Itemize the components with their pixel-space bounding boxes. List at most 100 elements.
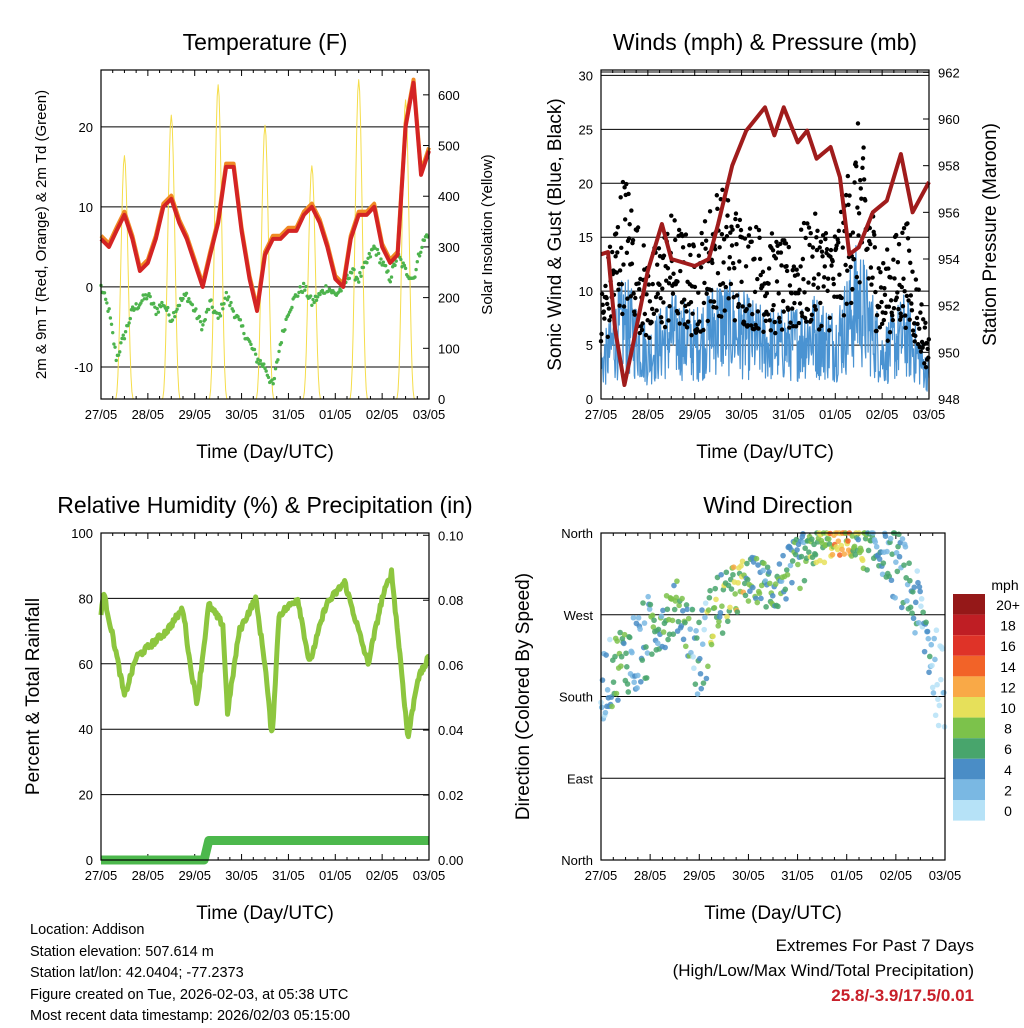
gust-point [794,267,799,272]
direction-point [787,562,794,569]
dewpoint-point [420,245,424,250]
dewpoint-point [316,295,320,299]
gust-point [860,156,866,161]
gust-point [656,246,662,251]
gust-point [636,281,641,286]
direction-point [702,614,708,621]
gust-point [666,318,671,323]
direction-point [896,553,903,560]
dewpoint-point [173,314,177,319]
gust-point [823,236,828,242]
dewpoint-point [224,290,229,295]
gust-point [805,307,811,312]
dewpoint-point [320,288,325,293]
dewpoint-point [253,352,258,356]
dewpoint-point [388,280,393,284]
x-tick-label: 03/05 [413,868,446,883]
direction-point [682,619,688,626]
chart-wind-direction: Wind Direction Time (Day/UTC) Direction (C… [513,492,961,924]
y2-tick-label: 948 [938,392,960,407]
direction-point [809,536,815,542]
direction-point [761,560,767,567]
x-tick-label: 27/05 [85,868,118,883]
gust-point [605,334,610,340]
direction-point [938,676,944,683]
plot-area [598,530,948,730]
gust-point [715,206,720,212]
gust-point [700,241,705,247]
dewpoint-point [379,257,383,261]
y2-tick-label: 952 [938,299,960,314]
gust-point [632,312,637,317]
gust-point [757,235,762,241]
dewpoint-point [109,322,114,327]
gust-point [733,211,739,216]
dewpoint-point [140,299,144,303]
gust-point [624,181,629,187]
direction-point [793,536,800,543]
direction-point [711,604,718,611]
gust-point [621,262,626,267]
y2-tick-label: 0.02 [438,788,463,803]
gust-point [641,243,646,248]
gust-point [643,332,649,338]
gust-point [755,309,761,314]
gust-point [717,245,722,250]
direction-point [662,644,668,651]
x-tick-label: 29/05 [683,868,716,883]
x-tick-label: 29/05 [178,407,211,422]
gust-point [800,256,806,262]
gust-point [806,280,811,285]
gust-point [619,282,625,287]
gust-point [680,233,685,239]
gust-point [801,220,807,226]
x-tick-label: 31/05 [272,868,305,883]
direction-point [915,619,922,626]
plot-area [598,105,932,392]
gust-point [781,309,786,314]
dewpoint-point [296,294,300,298]
dewpoint-point [375,247,380,252]
gust-point [651,311,657,317]
chart-humidity: Relative Humidity (%) & Precipitation (i… [23,492,473,924]
gust-point [789,291,794,296]
gust-point [753,224,759,230]
chart-title: Temperature (F) [183,29,348,55]
y-axis-label: Percent & Total Rainfall [23,598,44,795]
gust-point [882,286,887,291]
dewpoint-point [357,280,361,284]
gust-point [899,314,904,319]
elevation-text: Station elevation: 507.614 m [30,943,214,960]
dewpoint-point [402,263,407,268]
y2-tick-label: 100 [438,341,460,356]
dewpoint-point [147,292,151,296]
direction-point [923,619,929,626]
direction-point [939,646,946,652]
dewpoint-point [393,263,397,268]
dewpoint-point [361,265,366,270]
gust-point [708,299,713,304]
gust-point [745,323,750,328]
direction-point [717,609,724,616]
direction-point [798,553,805,560]
direction-point [772,581,779,587]
gust-point [621,304,627,309]
dewpoint-point [310,303,314,308]
dewpoint-point [236,315,240,319]
direction-point [664,606,671,613]
gust-point [845,268,850,273]
gust-point [895,259,901,265]
gust-point [815,285,821,290]
legend-swatch [953,635,985,656]
gust-point [692,284,698,290]
dewpoint-point [218,314,223,318]
dewpoint-point [102,291,107,295]
gust-point [601,309,607,314]
dewpoint-point [414,267,418,272]
direction-point [671,582,677,589]
temp-2m-line [99,80,431,313]
direction-point [766,569,772,575]
gust-point [644,292,649,297]
x-tick-label: 27/05 [85,407,118,422]
